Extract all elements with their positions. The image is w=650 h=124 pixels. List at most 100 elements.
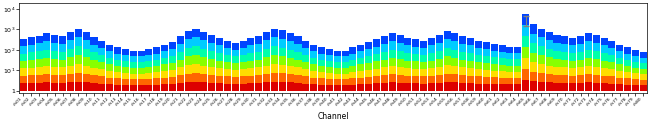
Bar — [412, 69, 419, 76]
Bar — [358, 51, 365, 58]
Bar — [326, 49, 333, 55]
X-axis label: Channel: Channel — [318, 112, 349, 121]
Bar — [106, 64, 113, 71]
Bar — [577, 75, 584, 83]
Bar — [443, 56, 450, 65]
Bar — [593, 67, 600, 75]
Bar — [585, 66, 592, 74]
Bar — [200, 32, 207, 40]
Bar — [161, 58, 168, 64]
Bar — [83, 57, 90, 65]
Bar — [302, 69, 309, 77]
Bar — [138, 62, 144, 68]
Bar — [624, 66, 631, 72]
Bar — [51, 35, 58, 43]
Bar — [130, 79, 136, 85]
Bar — [404, 76, 411, 83]
Bar — [231, 77, 239, 84]
Bar — [310, 71, 317, 78]
Bar — [318, 60, 325, 66]
Bar — [279, 82, 286, 91]
Bar — [404, 38, 411, 46]
Bar — [28, 83, 34, 91]
Bar — [350, 78, 356, 85]
Bar — [208, 75, 215, 83]
Bar — [624, 85, 631, 91]
Bar — [185, 31, 192, 39]
Bar — [436, 51, 443, 59]
Bar — [365, 56, 372, 63]
Bar — [138, 51, 144, 56]
Bar — [177, 44, 184, 52]
Bar — [616, 45, 623, 51]
Bar — [381, 36, 388, 44]
Bar — [310, 84, 317, 91]
Bar — [412, 61, 419, 69]
Bar — [514, 66, 521, 72]
Bar — [44, 33, 51, 41]
Bar — [467, 83, 474, 91]
Bar — [51, 67, 58, 75]
Bar — [248, 46, 254, 53]
Bar — [483, 84, 490, 91]
Bar — [146, 49, 153, 55]
Bar — [36, 67, 43, 75]
Bar — [98, 76, 105, 84]
Bar — [248, 76, 254, 83]
Bar — [169, 49, 176, 56]
Bar — [538, 29, 545, 37]
Bar — [506, 78, 514, 84]
Bar — [569, 68, 576, 76]
Bar — [491, 71, 498, 77]
Bar — [255, 44, 263, 52]
Bar — [420, 48, 427, 55]
Bar — [460, 36, 466, 44]
Bar — [404, 61, 411, 68]
Bar — [114, 85, 121, 91]
Bar — [553, 51, 560, 59]
Bar — [569, 46, 576, 53]
Bar — [428, 76, 435, 83]
Bar — [530, 34, 537, 43]
Bar — [263, 32, 270, 40]
Bar — [396, 75, 404, 83]
Bar — [122, 67, 129, 73]
Bar — [90, 60, 98, 68]
Bar — [255, 83, 263, 91]
Bar — [200, 82, 207, 91]
Bar — [67, 32, 74, 40]
Bar — [538, 73, 545, 82]
Bar — [310, 51, 317, 58]
Bar — [436, 59, 443, 67]
Bar — [640, 85, 647, 91]
Bar — [318, 72, 325, 78]
Bar — [601, 61, 608, 68]
Bar — [452, 50, 458, 58]
Bar — [208, 83, 215, 91]
Bar — [287, 74, 294, 82]
Bar — [632, 56, 639, 62]
Bar — [20, 83, 27, 91]
Bar — [310, 64, 317, 71]
Bar — [75, 37, 82, 46]
Bar — [153, 54, 161, 60]
Bar — [404, 53, 411, 61]
Bar — [475, 55, 482, 62]
Bar — [114, 54, 121, 60]
Bar — [443, 31, 450, 39]
Bar — [436, 83, 443, 91]
Bar — [146, 55, 153, 61]
Bar — [593, 59, 600, 67]
Bar — [90, 52, 98, 60]
Bar — [585, 41, 592, 50]
Bar — [20, 39, 27, 46]
Bar — [381, 44, 388, 52]
Bar — [224, 55, 231, 62]
Bar — [333, 79, 341, 85]
Bar — [326, 79, 333, 85]
Bar — [365, 84, 372, 91]
Bar — [428, 53, 435, 61]
Bar — [593, 34, 600, 43]
Bar — [28, 37, 34, 45]
Bar — [75, 82, 82, 91]
